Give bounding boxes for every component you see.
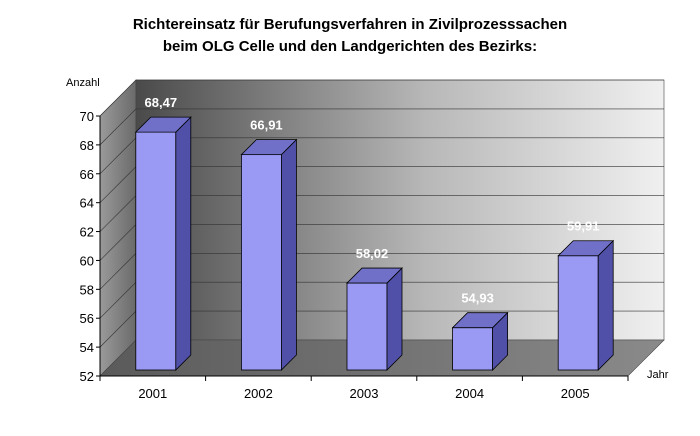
data-label: 58,02 xyxy=(356,246,389,261)
gridline-side xyxy=(99,253,137,290)
gridline-side xyxy=(99,195,137,232)
data-label: 54,93 xyxy=(461,291,494,306)
bar-front xyxy=(346,282,388,371)
bar-side xyxy=(597,239,614,371)
y-axis: 52 54 56 58 60 62 64 66 68 70 xyxy=(80,109,101,384)
chart-title: Richtereinsatz für Berufungsverfahren in… xyxy=(132,16,568,33)
bar-top xyxy=(240,139,298,156)
x-tick-label: 2001 xyxy=(138,386,167,401)
y-tick-label: 60 xyxy=(80,253,94,268)
bar-front xyxy=(135,131,177,371)
bar-front xyxy=(240,154,282,371)
data-label: 68,47 xyxy=(145,95,178,110)
data-labels: 68,47 66,91 58,02 54,93 59,91 xyxy=(145,95,600,306)
y-tick-label: 70 xyxy=(80,109,94,124)
bar-top xyxy=(557,240,615,257)
x-axis: 2001 2002 2003 2004 2005 xyxy=(99,375,629,401)
bar-top xyxy=(134,116,192,133)
gridline-side xyxy=(99,224,137,261)
y-tick-label: 64 xyxy=(80,196,94,211)
bar xyxy=(346,267,403,371)
y-tick-label: 54 xyxy=(80,340,94,355)
bar-side xyxy=(280,138,297,371)
bar xyxy=(557,239,615,371)
data-label: 66,91 xyxy=(250,118,283,133)
bar xyxy=(451,311,509,371)
x-tick-label: 2003 xyxy=(350,386,379,401)
data-label: 59,91 xyxy=(567,219,600,234)
y-tick-label: 56 xyxy=(80,311,94,326)
y-tick-label: 58 xyxy=(80,282,94,297)
x-tick-label: 2002 xyxy=(244,386,273,401)
gridline-side xyxy=(99,310,137,348)
left-wall xyxy=(99,79,137,377)
bar xyxy=(240,138,298,371)
gridline-side xyxy=(99,282,137,319)
gridline-side xyxy=(99,137,137,174)
bar-front xyxy=(557,255,599,371)
x-tick-label: 2005 xyxy=(561,386,590,401)
bar-front xyxy=(452,327,494,371)
y-tick-label: 66 xyxy=(80,167,94,182)
y-tick-label: 52 xyxy=(80,369,94,384)
y-tick-label: 62 xyxy=(80,225,94,240)
bar-side xyxy=(386,267,403,371)
bar-top xyxy=(346,267,403,284)
gridline-side xyxy=(99,166,137,203)
gridline-side xyxy=(99,108,137,146)
x-axis-label: Jahr xyxy=(647,369,669,381)
bars xyxy=(134,116,615,371)
y-tick-label: 68 xyxy=(80,138,94,153)
bar-top xyxy=(451,312,509,329)
bar xyxy=(134,116,192,371)
gridline-side xyxy=(99,79,137,117)
x-tick-label: 2004 xyxy=(455,386,484,401)
bar-side xyxy=(175,116,192,371)
chart-subtitle: beim OLG Celle und den Landgerichten des… xyxy=(162,38,538,55)
y-axis-label: Anzahl xyxy=(66,77,100,89)
